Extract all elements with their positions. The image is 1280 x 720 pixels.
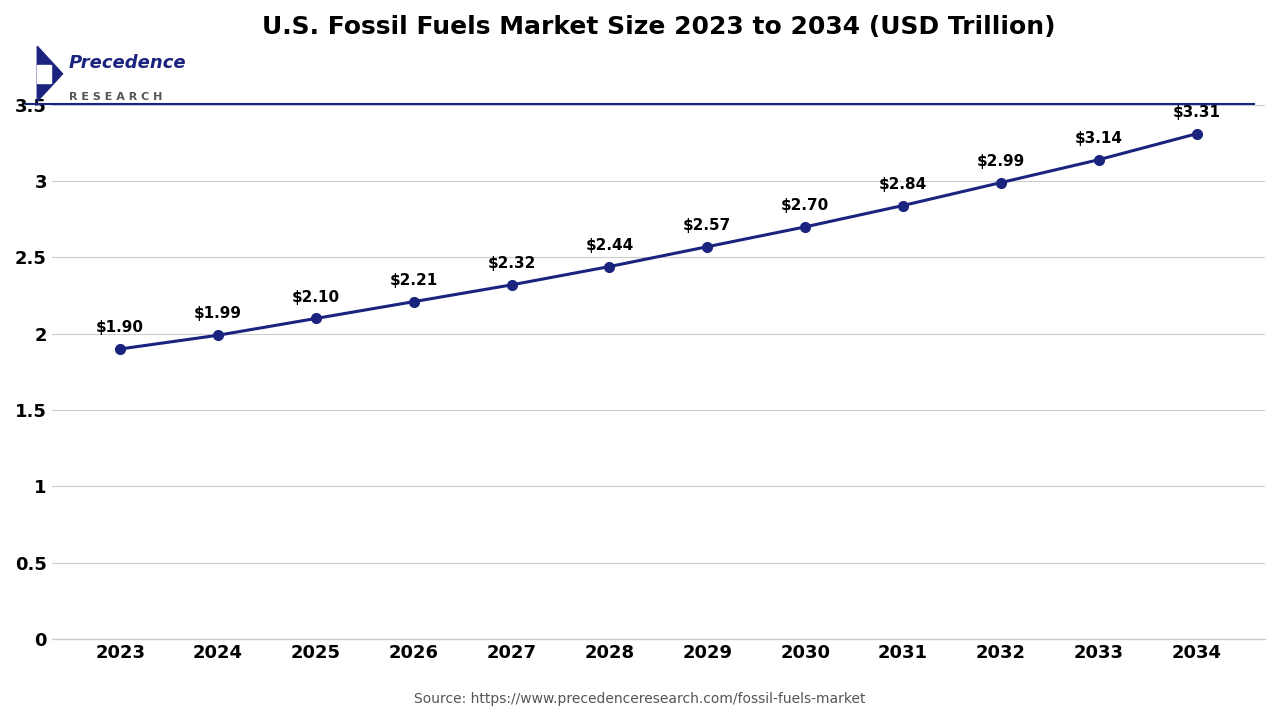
- Text: $2.70: $2.70: [781, 198, 829, 213]
- Text: $2.32: $2.32: [488, 256, 536, 271]
- Text: $2.21: $2.21: [389, 273, 438, 288]
- Text: $2.57: $2.57: [684, 218, 731, 233]
- Text: Precedence: Precedence: [69, 54, 187, 72]
- Text: $3.14: $3.14: [1075, 131, 1123, 146]
- Text: $2.99: $2.99: [977, 154, 1025, 169]
- Text: $1.99: $1.99: [195, 307, 242, 322]
- Text: Source: https://www.precedenceresearch.com/fossil-fuels-market: Source: https://www.precedenceresearch.c…: [415, 692, 865, 706]
- Polygon shape: [37, 65, 51, 83]
- Text: $3.31: $3.31: [1172, 105, 1221, 120]
- Text: $2.10: $2.10: [292, 289, 340, 305]
- Text: R E S E A R C H: R E S E A R C H: [69, 92, 163, 102]
- Text: $1.90: $1.90: [96, 320, 145, 336]
- Title: U.S. Fossil Fuels Market Size 2023 to 2034 (USD Trillion): U.S. Fossil Fuels Market Size 2023 to 20…: [261, 15, 1055, 39]
- Text: $2.84: $2.84: [879, 177, 927, 192]
- Polygon shape: [37, 46, 63, 102]
- Text: $2.44: $2.44: [585, 238, 634, 253]
